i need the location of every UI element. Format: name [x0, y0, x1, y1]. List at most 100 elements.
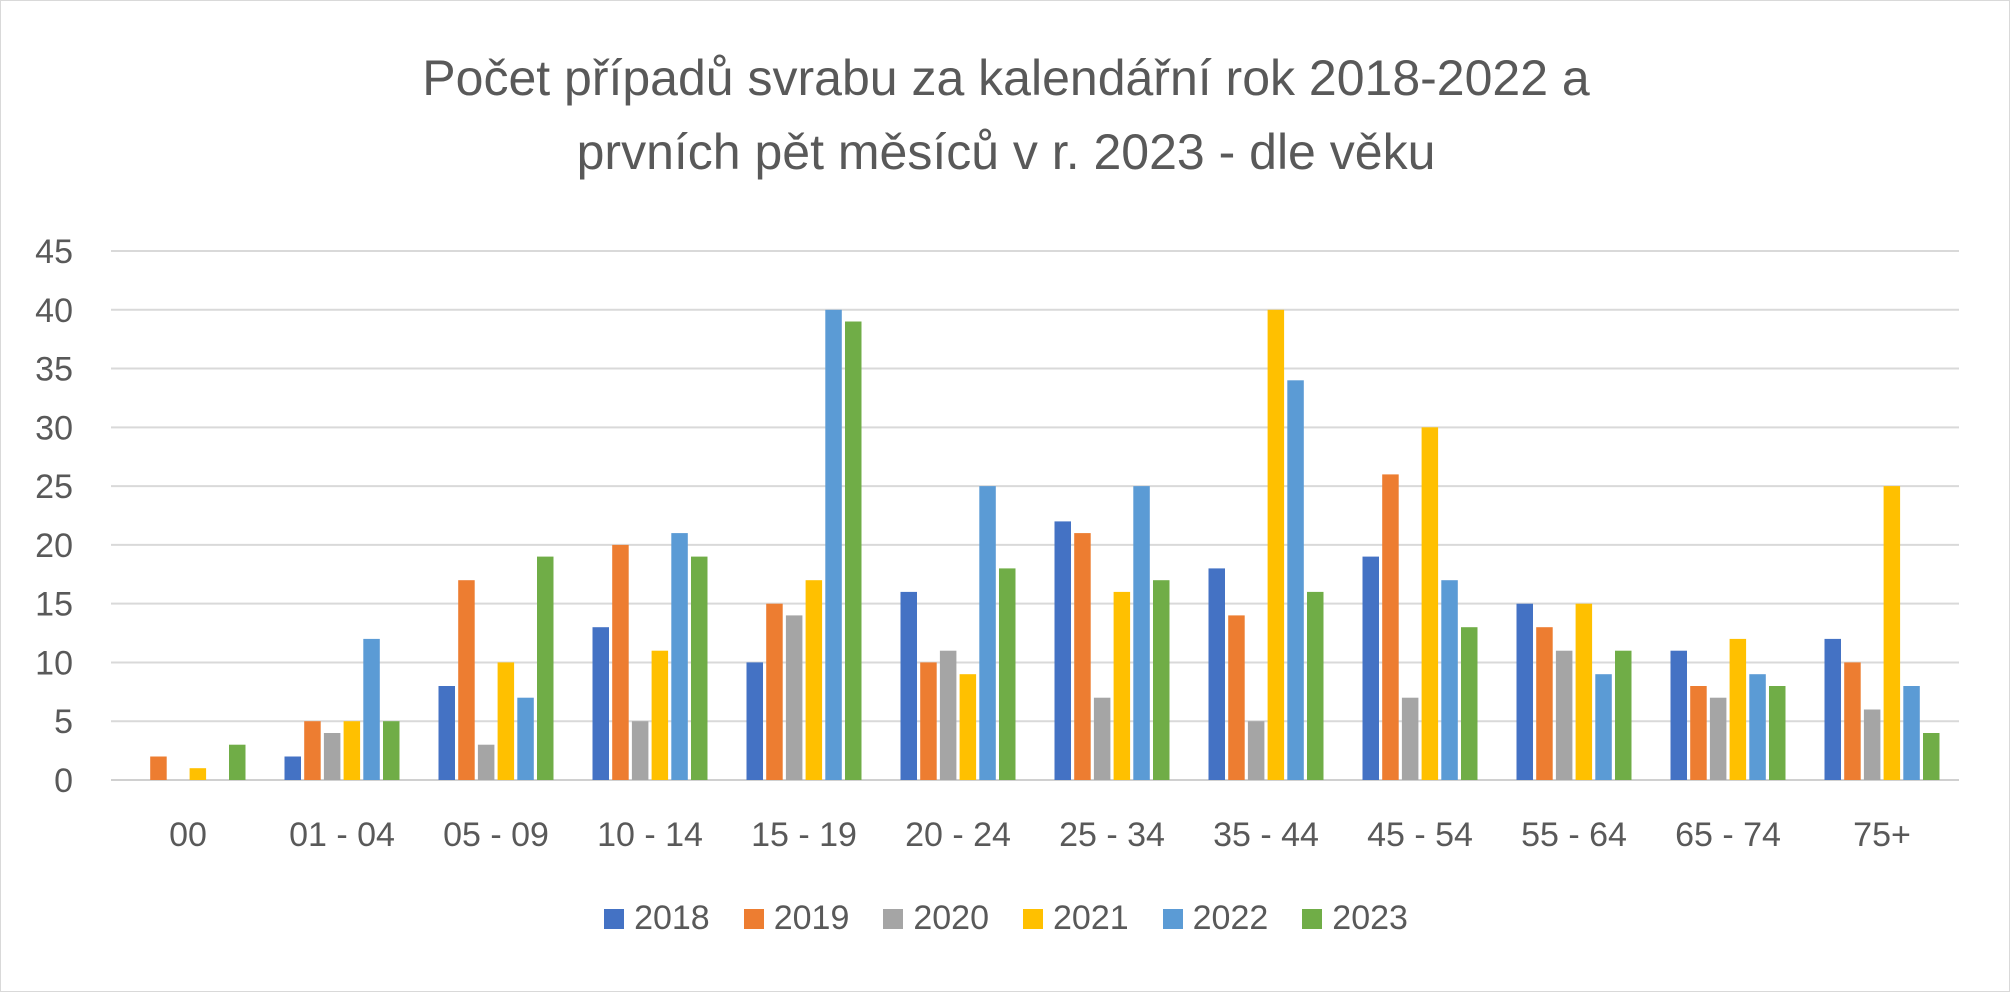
y-tick-label: 35: [35, 351, 73, 389]
gridlines: [111, 250, 1959, 781]
bar-2022-75+: [1903, 686, 1920, 780]
bar-2021-10-14: [651, 650, 669, 780]
bar-2022-25-34: [1133, 486, 1150, 780]
x-tick-label: 05 - 09: [443, 816, 549, 854]
bar-2019-35-44: [1228, 615, 1245, 780]
bar-2023-35-44: [1307, 591, 1324, 780]
legend-item: 2019: [743, 899, 850, 938]
legend-item: 2020: [883, 899, 989, 938]
bar-2022-55-64: [1595, 674, 1612, 780]
legend-label: 2022: [1192, 899, 1269, 937]
bar-2018-15-19: [746, 662, 763, 780]
chart-title: Počet případů svrabu za kalendářní rok 2…: [1, 41, 2010, 189]
bar-2023-65-74: [1769, 686, 1786, 780]
bars: [150, 309, 1940, 780]
bar-2023-10-14: [691, 556, 708, 780]
legend-swatch: [743, 908, 764, 929]
x-tick-label: 25 - 34: [1059, 816, 1165, 854]
bar-2023-01-04: [383, 721, 400, 780]
legend-swatch: [883, 908, 904, 929]
bar-2018-05-09: [438, 686, 455, 780]
bar-2020-20-24: [939, 650, 957, 780]
bar-2021-45-54: [1421, 427, 1439, 780]
bar-2020-75+: [1863, 709, 1881, 780]
legend-swatch: [1302, 908, 1323, 929]
y-axis-labels: 0 5 10 15 20 25 30 35 40 45: [35, 233, 73, 800]
bar-2020-15-19: [785, 615, 803, 780]
bar-2019-10-14: [612, 544, 629, 780]
y-tick-label: 5: [54, 703, 73, 741]
legend-item: 2023: [1302, 899, 1408, 938]
bar-2023-75+: [1923, 733, 1940, 780]
bar-2019-25-34: [1074, 533, 1091, 780]
x-tick-label: 15 - 19: [751, 816, 857, 854]
y-tick-label: 10: [35, 644, 73, 682]
y-tick-label: 0: [54, 762, 73, 800]
bar-2020-65-74: [1709, 697, 1727, 780]
bar-2020-45-54: [1401, 697, 1419, 780]
y-tick-label: 20: [35, 527, 73, 565]
x-tick-label: 55 - 64: [1521, 816, 1627, 854]
x-axis-labels: 00 01 - 04 05 - 09 10 - 14 15 - 19 20 - 24 25 …: [169, 816, 1911, 854]
bar-2022-20-24: [979, 486, 996, 780]
legend-swatch: [1162, 908, 1183, 929]
bar-2019-05-09: [458, 580, 475, 780]
bar-2018-75+: [1824, 638, 1841, 780]
bar-2019-01-04: [304, 721, 321, 780]
legend-label: 2020: [913, 899, 989, 937]
bar-2022-45-54: [1441, 580, 1458, 780]
y-tick-label: 25: [35, 468, 73, 506]
bar-2019-75+: [1844, 662, 1861, 780]
bar-2023-55-64: [1615, 650, 1632, 780]
x-tick-label: 00: [169, 816, 207, 854]
bar-2021-75+: [1883, 486, 1901, 780]
legend-label: 2023: [1332, 899, 1408, 937]
bar-2021-20-24: [959, 674, 977, 780]
legend-label: 2019: [773, 899, 850, 937]
x-tick-label: 10 - 14: [597, 816, 703, 854]
bar-2022-15-19: [825, 309, 842, 780]
bar-2021-15-19: [805, 580, 823, 780]
x-tick-label: 45 - 54: [1367, 816, 1473, 854]
bar-2019-55-64: [1536, 627, 1553, 780]
bar-2019-65-74: [1690, 686, 1707, 780]
bar-2021-65-74: [1729, 638, 1747, 780]
bar-2020-05-09: [477, 744, 495, 780]
bar-2023-15-19: [845, 321, 862, 780]
bar-2018-55-64: [1516, 603, 1533, 780]
legend-item: 2021: [1023, 899, 1129, 938]
x-tick-label: 65 - 74: [1675, 816, 1781, 854]
bar-2020-10-14: [631, 721, 649, 780]
bar-2022-01-04: [363, 638, 380, 780]
bar-2021-25-34: [1113, 591, 1131, 780]
bar-2023-05-09: [537, 556, 554, 780]
bar-2020-01-04: [323, 733, 341, 780]
bar-2019-20-24: [920, 662, 937, 780]
bar-2022-05-09: [517, 697, 534, 780]
legend-label: 2021: [1053, 899, 1129, 937]
bar-2018-20-24: [900, 591, 917, 780]
bar-2021-00: [189, 768, 207, 780]
x-tick-label: 01 - 04: [289, 816, 395, 854]
bar-2019-00: [150, 756, 167, 780]
legend-item: 2022: [1162, 899, 1269, 938]
y-tick-label: 30: [35, 409, 73, 447]
bar-2019-45-54: [1382, 474, 1399, 780]
bar-2021-55-64: [1575, 603, 1593, 780]
bar-2023-45-54: [1461, 627, 1478, 780]
legend-label: 2018: [634, 899, 710, 937]
bar-2020-25-34: [1093, 697, 1111, 780]
bar-2018-35-44: [1208, 568, 1225, 780]
bar-2018-10-14: [592, 627, 609, 780]
y-tick-label: 45: [35, 233, 73, 271]
chart-title-line-1: Počet případů svrabu za kalendářní rok 2…: [422, 50, 1590, 106]
bar-2022-65-74: [1749, 674, 1766, 780]
bar-2021-01-04: [343, 721, 361, 780]
bar-2023-00: [229, 744, 246, 780]
bar-2022-10-14: [671, 533, 688, 780]
bar-2020-35-44: [1247, 721, 1265, 780]
bar-2021-35-44: [1267, 309, 1285, 780]
y-tick-label: 15: [35, 586, 73, 624]
